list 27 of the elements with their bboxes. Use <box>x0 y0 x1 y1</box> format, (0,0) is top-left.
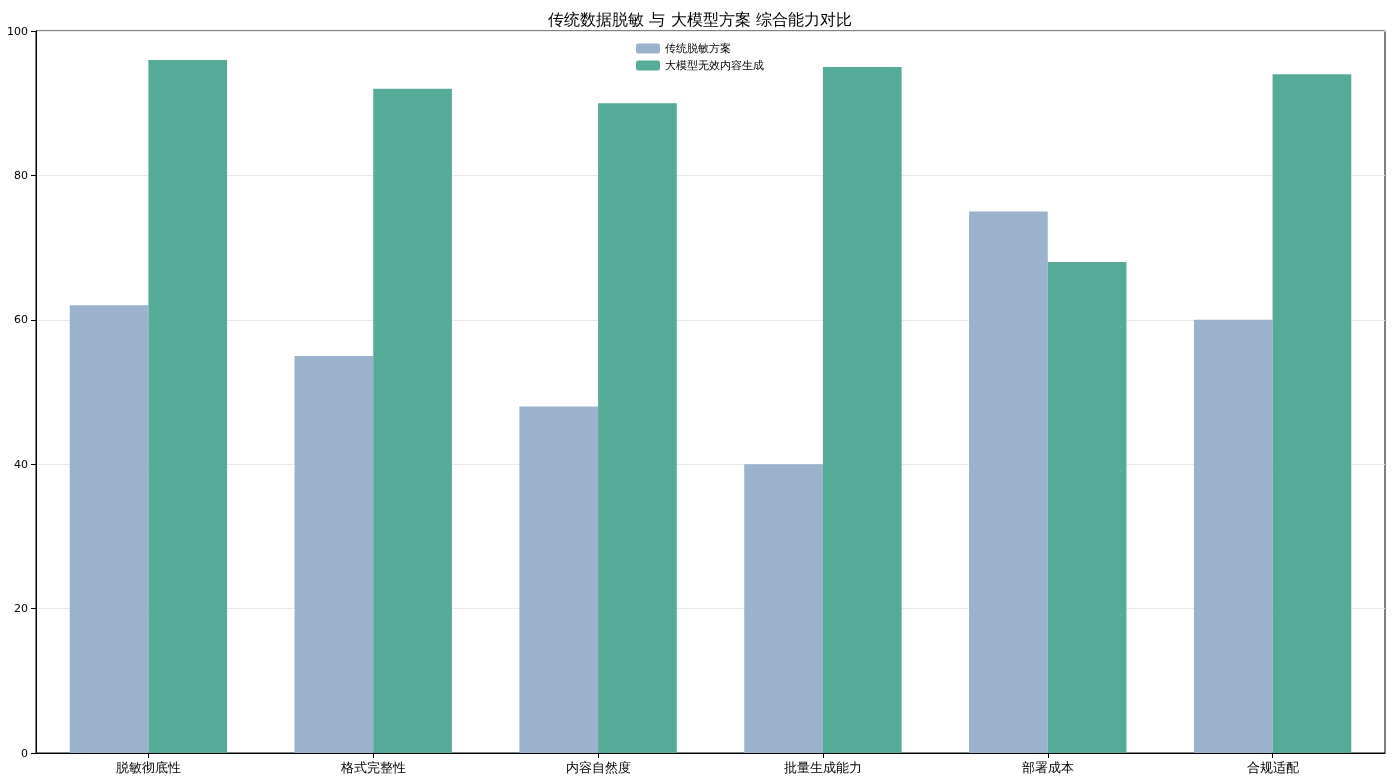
y-tick-label: 40 <box>14 457 28 471</box>
bar <box>148 59 228 753</box>
x-tick-label: 脱敏彻底性 <box>115 760 181 775</box>
bar <box>744 464 823 753</box>
x-tick-label: 内容自然度 <box>565 760 631 775</box>
bar <box>969 211 1048 753</box>
y-tick-label: 0 <box>21 746 28 760</box>
x-tick-label: 合规适配 <box>1246 760 1299 775</box>
y-tick-label: 60 <box>14 313 28 327</box>
bar <box>1272 74 1352 753</box>
y-tick-label: 20 <box>14 602 28 616</box>
x-tick-label: 格式完整性 <box>339 760 406 775</box>
bar <box>822 67 902 753</box>
bar <box>598 103 677 753</box>
y-tick-label: 100 <box>7 24 28 38</box>
bar <box>69 305 149 753</box>
bar <box>1047 262 1127 753</box>
x-tick-label: 部署成本 <box>1021 760 1074 775</box>
x-tick-label: 批量生成能力 <box>783 760 862 775</box>
legend-label: 传统脱敏方案 <box>665 42 731 55</box>
bar <box>1193 319 1273 753</box>
bar <box>519 406 599 753</box>
chart-title: 传统数据脱敏 与 大模型方案 综合能力对比 <box>548 9 852 29</box>
y-tick-label: 80 <box>14 168 28 182</box>
legend-label: 大模型无效内容生成 <box>665 59 764 72</box>
bar <box>373 88 452 753</box>
bar <box>294 355 374 753</box>
